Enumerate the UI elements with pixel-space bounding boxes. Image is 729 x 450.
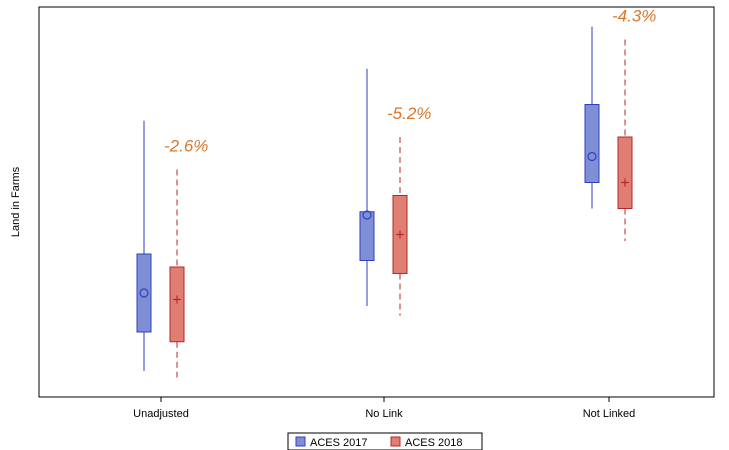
x-tick-label: Not Linked	[583, 408, 636, 420]
box-0-0	[136, 120, 152, 371]
box-groups	[136, 26, 633, 378]
legend-frame	[287, 432, 483, 450]
annotation-pct-change: -4.3%	[612, 7, 656, 26]
box-body	[169, 266, 185, 343]
x-axis: Unadjusted No Link Not Linked	[133, 397, 635, 420]
box-0-2	[584, 26, 600, 209]
mean-marker-circle	[587, 151, 597, 162]
annotation-pct-change: -5.2%	[387, 104, 431, 123]
box-body	[584, 104, 600, 183]
box-body	[359, 211, 375, 261]
box-0-1	[359, 68, 375, 306]
annotations: -2.6% -5.2% -4.3%	[164, 7, 656, 156]
legend-label-aces-2018: ACES 2018	[405, 437, 462, 449]
x-tick-label: Unadjusted	[133, 408, 189, 420]
legend-swatch-aces-2018	[390, 436, 401, 447]
x-tick-label: No Link	[365, 408, 403, 420]
mean-marker-circle	[139, 288, 149, 298]
plot-frame	[38, 6, 715, 398]
legend: ACES 2017 ACES 2018	[287, 432, 483, 450]
y-axis-label: Land in Farms	[10, 166, 22, 237]
legend-label-aces-2017: ACES 2017	[310, 437, 367, 449]
box-body	[136, 253, 152, 333]
legend-swatch-aces-2017	[295, 436, 306, 447]
box-1-1	[392, 137, 408, 316]
annotation-pct-change: -2.6%	[164, 137, 208, 156]
box-1-0	[169, 169, 185, 378]
box-1-2	[617, 39, 633, 241]
box-body	[617, 136, 633, 209]
mean-marker-circle	[362, 210, 372, 220]
